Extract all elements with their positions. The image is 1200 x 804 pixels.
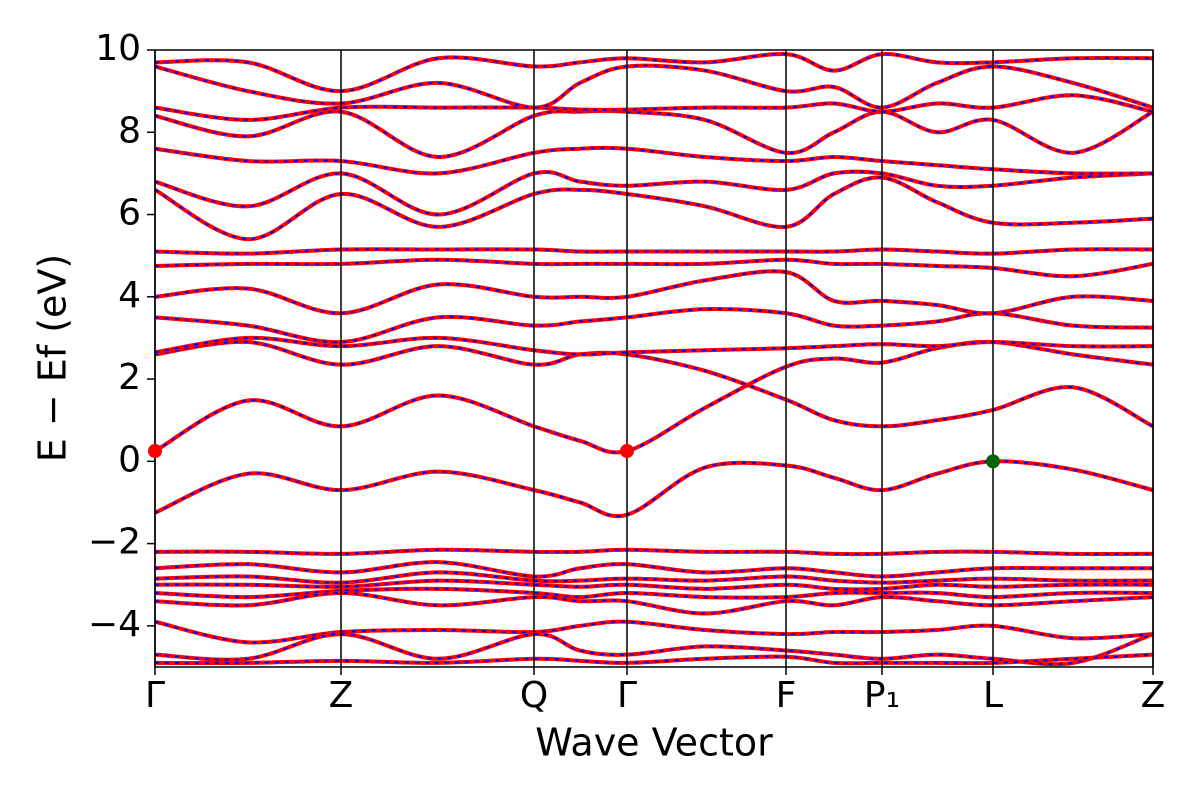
x-tick-label: Z	[1141, 675, 1166, 716]
band-overlay	[155, 561, 1153, 578]
x-axis-label: Wave Vector	[535, 721, 773, 765]
band	[155, 547, 1153, 557]
band	[155, 339, 1153, 429]
band	[155, 307, 1153, 345]
band-overlay	[155, 548, 1153, 556]
band-overlay	[155, 587, 1153, 599]
x-tick-label: Z	[329, 675, 354, 716]
point	[620, 444, 634, 459]
x-tick-label: F	[776, 675, 797, 716]
band-overlay	[155, 52, 1153, 93]
y-tick-label: −4	[88, 604, 141, 645]
band-overlay	[155, 340, 1153, 428]
band	[155, 570, 1153, 585]
band	[155, 459, 1153, 519]
band-overlay	[155, 248, 1153, 255]
x-tick-label: Γ	[145, 675, 165, 716]
band-overlay	[155, 579, 1153, 591]
y-tick-label: 2	[118, 357, 141, 398]
y-tick-label: 6	[118, 193, 141, 234]
band	[155, 619, 1153, 645]
x-tick-label: L	[983, 675, 1003, 716]
band	[155, 257, 1153, 279]
point	[986, 454, 1000, 469]
y-tick-label: 0	[118, 439, 141, 480]
band-overlay	[155, 653, 1153, 665]
band-overlay	[155, 64, 1153, 109]
band-overlay	[155, 146, 1153, 175]
band	[155, 247, 1153, 256]
band-overlay	[155, 336, 1153, 356]
band	[155, 93, 1153, 122]
y-tick-label: 8	[118, 110, 141, 151]
y-axis-label: E − Ef (eV)	[31, 254, 75, 463]
y-tick-label: 4	[118, 275, 141, 316]
bands	[155, 51, 1153, 667]
x-tick-label: Γ	[617, 675, 637, 716]
x-tick-label: P₁	[864, 675, 900, 716]
band-overlay	[155, 170, 1153, 216]
band-overlay	[155, 633, 1153, 666]
band-overlay	[155, 340, 1153, 454]
band-overlay	[155, 591, 1153, 615]
y-tick-label: −2	[88, 522, 141, 563]
band-overlay	[155, 258, 1153, 278]
band	[155, 108, 1153, 159]
x-tick-label: Q	[520, 675, 548, 716]
point	[148, 444, 162, 459]
y-tick-label: 10	[95, 28, 141, 69]
band-overlay	[155, 460, 1153, 518]
band-overlay	[155, 571, 1153, 584]
